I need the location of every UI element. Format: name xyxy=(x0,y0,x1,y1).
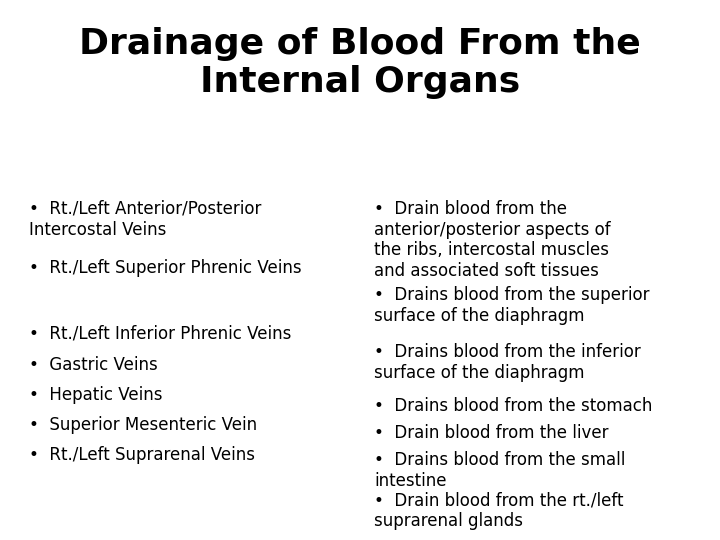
Text: •  Drains blood from the superior
surface of the diaphragm: • Drains blood from the superior surface… xyxy=(374,286,650,325)
Text: •  Gastric Veins: • Gastric Veins xyxy=(29,356,158,374)
Text: •  Drains blood from the small
intestine: • Drains blood from the small intestine xyxy=(374,451,626,490)
Text: •  Rt./Left Superior Phrenic Veins: • Rt./Left Superior Phrenic Veins xyxy=(29,259,302,277)
Text: •  Drains blood from the stomach: • Drains blood from the stomach xyxy=(374,397,653,415)
Text: •  Hepatic Veins: • Hepatic Veins xyxy=(29,386,162,404)
Text: •  Drain blood from the rt./left
suprarenal glands: • Drain blood from the rt./left supraren… xyxy=(374,491,624,530)
Text: Drainage of Blood From the
Internal Organs: Drainage of Blood From the Internal Orga… xyxy=(79,27,641,99)
Text: •  Rt./Left Inferior Phrenic Veins: • Rt./Left Inferior Phrenic Veins xyxy=(29,324,291,342)
Text: •  Drains blood from the inferior
surface of the diaphragm: • Drains blood from the inferior surface… xyxy=(374,343,641,382)
Text: •  Rt./Left Suprarenal Veins: • Rt./Left Suprarenal Veins xyxy=(29,446,255,463)
Text: •  Rt./Left Anterior/Posterior
Intercostal Veins: • Rt./Left Anterior/Posterior Intercosta… xyxy=(29,200,261,239)
Text: •  Superior Mesenteric Vein: • Superior Mesenteric Vein xyxy=(29,416,257,434)
Text: •  Drain blood from the liver: • Drain blood from the liver xyxy=(374,424,609,442)
Text: •  Drain blood from the
anterior/posterior aspects of
the ribs, intercostal musc: • Drain blood from the anterior/posterio… xyxy=(374,200,611,280)
